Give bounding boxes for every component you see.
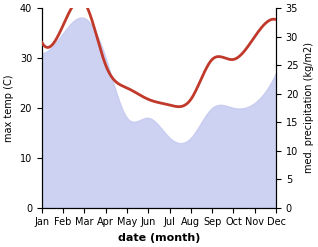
X-axis label: date (month): date (month) xyxy=(118,233,200,243)
Y-axis label: max temp (C): max temp (C) xyxy=(4,74,14,142)
Y-axis label: med. precipitation (kg/m2): med. precipitation (kg/m2) xyxy=(304,42,314,173)
